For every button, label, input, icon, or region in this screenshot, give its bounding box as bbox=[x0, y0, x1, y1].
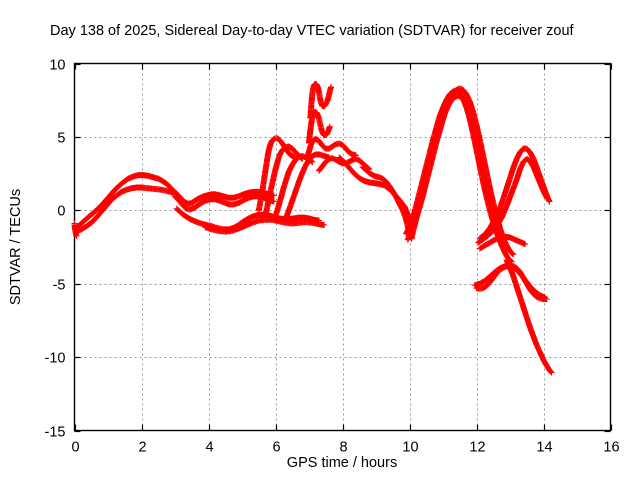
x-tick-label: 12 bbox=[469, 440, 485, 456]
x-tick-label: 10 bbox=[402, 440, 418, 456]
data-series-deep-drop bbox=[503, 257, 555, 376]
y-tick-label: -10 bbox=[45, 351, 66, 367]
data-series-arc-6 bbox=[202, 216, 328, 235]
y-axis-label: SDTVAR / TECUs bbox=[8, 189, 24, 305]
data-series-lower-right-low bbox=[476, 233, 529, 252]
data-series-branch-b bbox=[262, 143, 306, 218]
chart-title: Day 138 of 2025, Sidereal Day-to-day VTE… bbox=[50, 23, 575, 39]
x-tick-label: 16 bbox=[603, 440, 619, 456]
data-series-branch-d bbox=[282, 151, 333, 223]
data-series-spike-top-1 bbox=[307, 81, 335, 121]
plot-border bbox=[73, 62, 612, 432]
data-series-left-dip-start bbox=[71, 220, 80, 239]
axis-ticks bbox=[74, 63, 613, 433]
y-tick-labels: 10 5 0 -5 -10 -15 bbox=[45, 58, 66, 441]
y-tick-label: 0 bbox=[57, 204, 65, 220]
y-tick-label: 5 bbox=[57, 131, 65, 147]
x-tick-label: 8 bbox=[339, 440, 347, 456]
data-series-cluster-7 bbox=[304, 136, 359, 161]
data-series-dense-band-8-9 bbox=[359, 164, 412, 235]
y-tick-label: -5 bbox=[53, 278, 66, 294]
x-tick-label: 2 bbox=[138, 440, 146, 456]
x-tick-label: 0 bbox=[71, 440, 79, 456]
data-series-rise-10c bbox=[403, 87, 507, 252]
x-axis-label: GPS time / hours bbox=[287, 455, 397, 471]
data-series-upper-right-arc-b bbox=[475, 155, 550, 246]
x-tick-labels: 0 2 4 6 8 10 12 14 16 bbox=[71, 440, 619, 456]
x-tick-label: 4 bbox=[205, 440, 213, 456]
y-tick-label: 10 bbox=[49, 58, 65, 74]
grid-lines bbox=[74, 63, 611, 431]
data-series-layer bbox=[71, 81, 555, 376]
y-tick-label: -15 bbox=[45, 425, 66, 441]
x-tick-label: 14 bbox=[536, 440, 552, 456]
x-tick-label: 6 bbox=[272, 440, 280, 456]
